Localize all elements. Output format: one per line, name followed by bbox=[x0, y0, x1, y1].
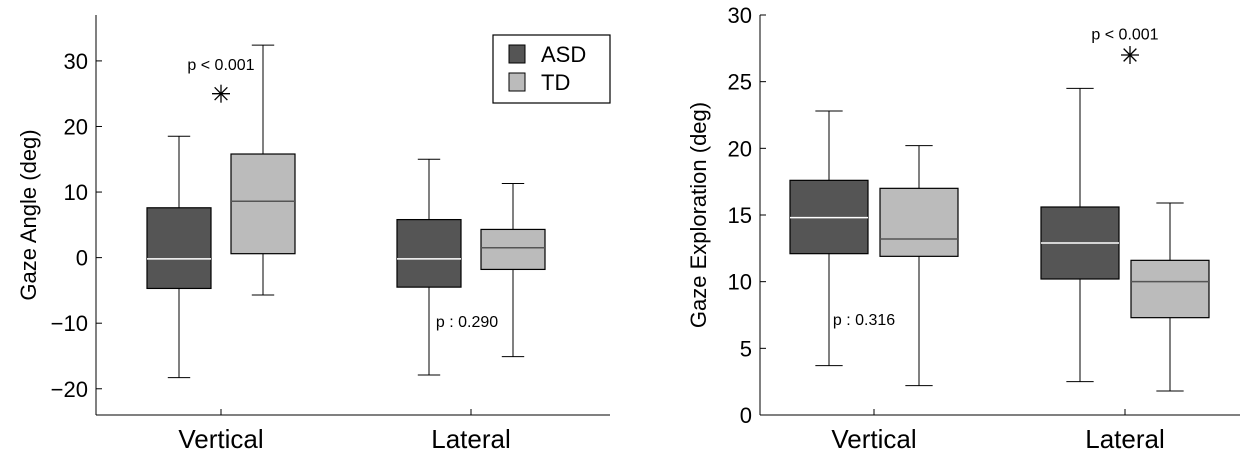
p-value-annotation: p < 0.001 bbox=[187, 57, 254, 74]
asd-box-lateral bbox=[1040, 87, 1120, 383]
y-tick-label: 20 bbox=[64, 114, 88, 139]
y-axis-label: Gaze Angle (deg) bbox=[16, 129, 41, 300]
x-tick-label: Vertical bbox=[831, 424, 916, 454]
x-tick-label: Lateral bbox=[431, 424, 511, 454]
significance-star-icon bbox=[212, 84, 230, 103]
x-tick-label: Lateral bbox=[1085, 424, 1165, 454]
y-tick-label: 0 bbox=[740, 403, 752, 428]
y-tick-label: 25 bbox=[728, 70, 752, 95]
iqr-box bbox=[879, 187, 959, 257]
asd-box-lateral bbox=[396, 158, 462, 376]
gaze-angle-panel: −20 −10 0 10 20 30 Gaze Angle (deg) Vertical Lat… bbox=[16, 15, 611, 454]
iqr-box bbox=[396, 218, 462, 288]
y-tick-label: 20 bbox=[728, 136, 752, 161]
p-value-annotation: p : 0.316 bbox=[833, 312, 895, 329]
star-stroke bbox=[1123, 48, 1137, 62]
iqr-box bbox=[1130, 259, 1210, 319]
td-box-vertical bbox=[879, 145, 959, 387]
y-tick-label: 30 bbox=[64, 49, 88, 74]
legend-label-asd: ASD bbox=[541, 42, 586, 67]
y-tick-label: 0 bbox=[76, 246, 88, 271]
y-tick-label: 10 bbox=[64, 180, 88, 205]
iqr-box bbox=[230, 153, 296, 255]
y-tick-label: 30 bbox=[728, 3, 752, 28]
y-tick-label: 5 bbox=[740, 336, 752, 361]
td-box-lateral bbox=[1130, 202, 1210, 392]
x-tick-label: Vertical bbox=[178, 424, 263, 454]
gaze-exploration-panel: 0 5 10 15 20 25 30 Gaze Exploration (deg) Vertic… bbox=[686, 3, 1240, 454]
td-box-vertical bbox=[230, 44, 296, 296]
asd-box-vertical bbox=[789, 110, 869, 367]
y-tick-label: 10 bbox=[728, 270, 752, 295]
legend-label-td: TD bbox=[541, 70, 570, 95]
y-axis-label: Gaze Exploration (deg) bbox=[686, 102, 711, 328]
p-value-annotation: p < 0.001 bbox=[1091, 27, 1158, 44]
td-box-lateral bbox=[480, 183, 546, 358]
legend-swatch-td bbox=[508, 72, 526, 92]
star-stroke bbox=[214, 86, 228, 101]
iqr-box bbox=[146, 207, 212, 290]
y-tick-label: −10 bbox=[51, 311, 88, 336]
iqr-box bbox=[480, 228, 546, 271]
significance-star-icon bbox=[1121, 46, 1139, 64]
y-tick-label: −20 bbox=[51, 377, 88, 402]
legend: ASD TD bbox=[492, 34, 611, 104]
p-value-annotation: p : 0.290 bbox=[436, 314, 498, 331]
asd-box-vertical bbox=[146, 135, 212, 379]
y-tick-label: 15 bbox=[728, 203, 752, 228]
legend-swatch-asd bbox=[508, 44, 526, 64]
